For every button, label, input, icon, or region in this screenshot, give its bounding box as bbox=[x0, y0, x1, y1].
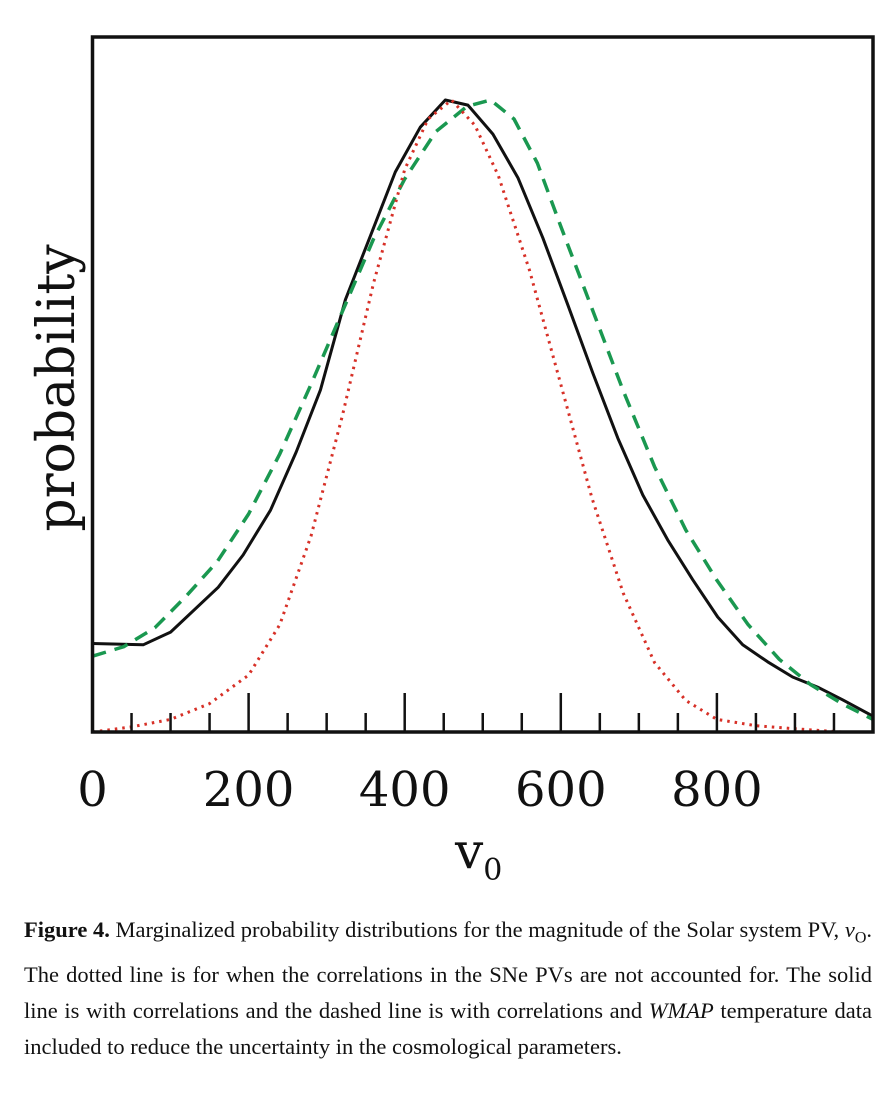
series-layer bbox=[91, 98, 874, 734]
x-ticks bbox=[130, 693, 836, 732]
x-tick-label: 800 bbox=[671, 762, 763, 818]
caption-text-3: temperature data included to reduce the … bbox=[24, 997, 872, 1059]
caption-italic: WMAP bbox=[648, 997, 714, 1023]
caption-math-sub: O bbox=[854, 929, 867, 947]
caption-text-2: . The dotted line is for when the correl… bbox=[24, 917, 873, 1023]
caption-label: Figure 4. bbox=[24, 917, 110, 942]
x-tick-label: 0 bbox=[77, 762, 108, 818]
x-tick-labels: 0 200 400 600 800 bbox=[77, 762, 762, 818]
series-line-dotted bbox=[92, 98, 842, 734]
figure-caption: Figure 4. Marginalized probability distr… bbox=[24, 912, 872, 1065]
x-tick-label: 200 bbox=[203, 762, 295, 818]
series-line-dashed bbox=[91, 98, 874, 721]
x-axis-title: v0 bbox=[454, 822, 502, 888]
x-tick-label: 400 bbox=[359, 762, 451, 818]
x-axis-title-main: v bbox=[454, 822, 484, 880]
caption-text-1: Marginalized probability distributions f… bbox=[109, 917, 845, 942]
plot-frame bbox=[90, 35, 875, 734]
y-axis-title: probability bbox=[27, 244, 87, 532]
x-tick-label: 600 bbox=[515, 762, 607, 818]
caption-math: v bbox=[844, 917, 855, 942]
series-line-solid bbox=[92, 98, 874, 718]
x-axis-title-subscript: 0 bbox=[483, 853, 502, 888]
chart: 0 200 400 600 800 probability v0 bbox=[27, 35, 875, 888]
